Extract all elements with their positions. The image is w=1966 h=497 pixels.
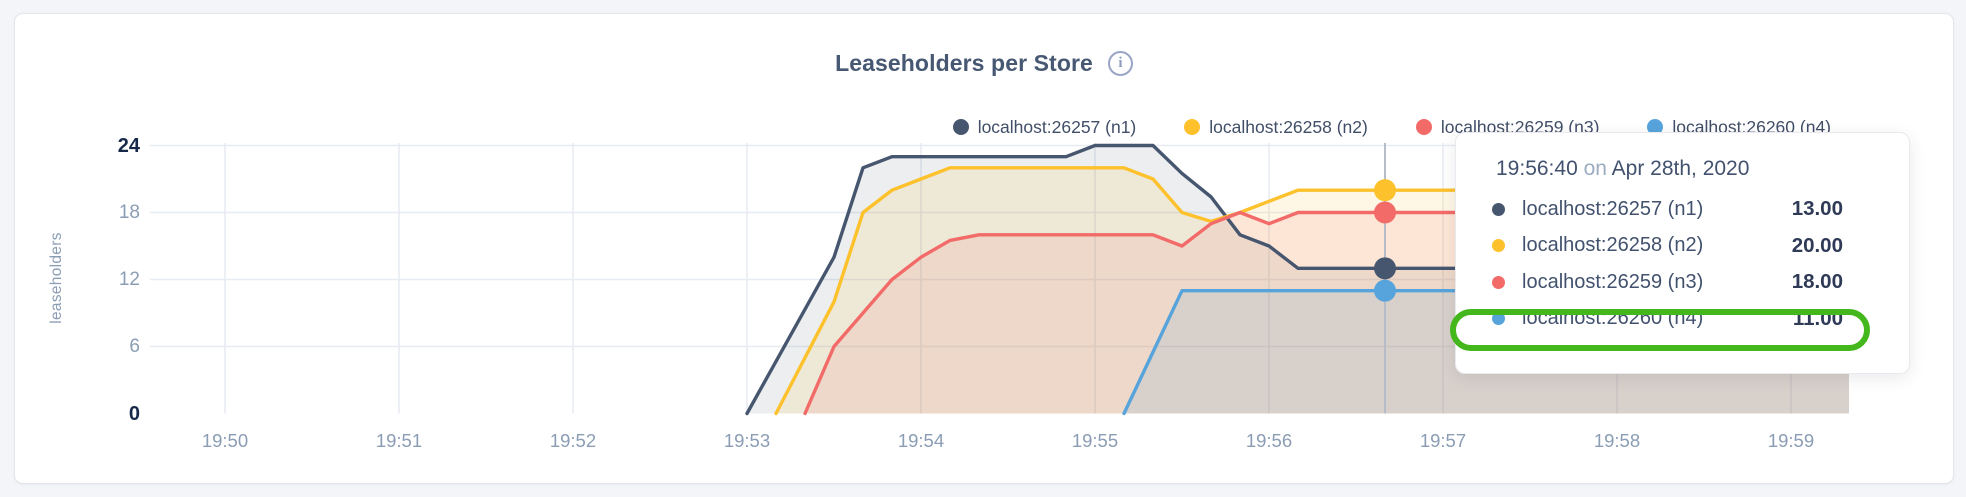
y-tick-label: 6 [129, 335, 140, 357]
tooltip-row: localhost:26258 (n2) 20.00 [1456, 228, 1909, 265]
tooltip-series-name: localhost:26259 (n3) [1522, 270, 1704, 293]
legend-swatch-icon [1415, 119, 1432, 135]
x-tick-label: 19:58 [1593, 430, 1641, 451]
legend-swatch-icon [1184, 119, 1201, 135]
tooltip-row: localhost:26259 (n3) 18.00 [1456, 264, 1909, 301]
legend-item-2[interactable]: localhost:26258 (n2) [1184, 117, 1368, 138]
chart-tooltip: 19:56:40 on Apr 28th, 2020 localhost:262… [1455, 132, 1910, 374]
x-tick-label: 19:56 [1245, 430, 1293, 451]
x-tick-label: 19:55 [1071, 430, 1119, 451]
tooltip-header: 19:56:40 on Apr 28th, 2020 [1496, 157, 1909, 181]
tooltip-connector: on [1583, 157, 1607, 180]
hover-dot-3 [1374, 201, 1396, 224]
legend-label: localhost:26258 (n2) [1209, 116, 1368, 137]
tooltip-series-dot-icon [1492, 239, 1505, 253]
legend-label: localhost:26257 (n1) [977, 116, 1137, 137]
tooltip-series-name: localhost:26260 (n4) [1522, 307, 1704, 330]
x-tick-label: 19:59 [1767, 430, 1815, 451]
series-line-1 [745, 143, 1851, 416]
series-line-2 [774, 166, 1851, 416]
legend-swatch-icon [1647, 119, 1664, 135]
legend-item-3[interactable]: localhost:26259 (n3) [1415, 116, 1600, 138]
tooltip-series-value: 20.00 [1791, 233, 1843, 257]
tooltip-series-name: localhost:26257 (n1) [1522, 197, 1704, 220]
series-line-3 [803, 210, 1851, 416]
y-tick-label: 18 [118, 201, 140, 223]
legend-item-4[interactable]: localhost:26260 (n4) [1647, 117, 1831, 138]
chart-legend: localhost:26257 (n1) localhost:26258 (n2)… [952, 115, 1831, 139]
tooltip-series-value: 11.00 [1792, 306, 1843, 330]
tooltip-time: 19:56:40 [1496, 157, 1578, 180]
x-tick-label: 19:57 [1419, 430, 1467, 451]
hover-dot-1 [1374, 257, 1396, 280]
chart-title: Leaseholders per Store [835, 49, 1093, 76]
hover-dot-2 [1374, 179, 1396, 202]
tooltip-series-name: localhost:26258 (n2) [1522, 234, 1704, 257]
info-icon[interactable]: i [1107, 50, 1133, 76]
y-tick-label: 12 [118, 268, 140, 290]
tooltip-rows: localhost:26257 (n1) 13.00 localhost:26258… [1456, 191, 1909, 337]
x-tick-label: 19:53 [723, 430, 771, 451]
tooltip-date: Apr 28th, 2020 [1611, 157, 1750, 180]
y-tick-label: 0 [128, 402, 140, 425]
x-tick-label: 19:52 [549, 430, 597, 451]
tooltip-series-value: 13.00 [1791, 197, 1843, 221]
x-tick-label: 19:50 [201, 430, 249, 451]
tooltip-row: localhost:26257 (n1) 13.00 [1456, 191, 1909, 228]
x-tick-label: 19:54 [897, 430, 945, 451]
chart-header: Leaseholders per Store i [15, 47, 1953, 79]
legend-label: localhost:26259 (n3) [1440, 116, 1600, 137]
x-tick-label: 19:51 [375, 430, 423, 451]
tooltip-series-dot-icon [1492, 202, 1505, 216]
hover-dot-4 [1374, 279, 1396, 302]
tooltip-series-value: 18.00 [1791, 270, 1843, 294]
tooltip-series-dot-icon [1492, 275, 1505, 289]
legend-label: localhost:26260 (n4) [1672, 116, 1831, 137]
legend-item-1[interactable]: localhost:26257 (n1) [952, 116, 1137, 138]
tooltip-row-highlighted: localhost:26260 (n4) 11.00 [1456, 301, 1909, 338]
legend-swatch-icon [952, 119, 969, 135]
y-tick-label: 24 [117, 134, 140, 157]
tooltip-series-dot-icon [1492, 312, 1505, 326]
